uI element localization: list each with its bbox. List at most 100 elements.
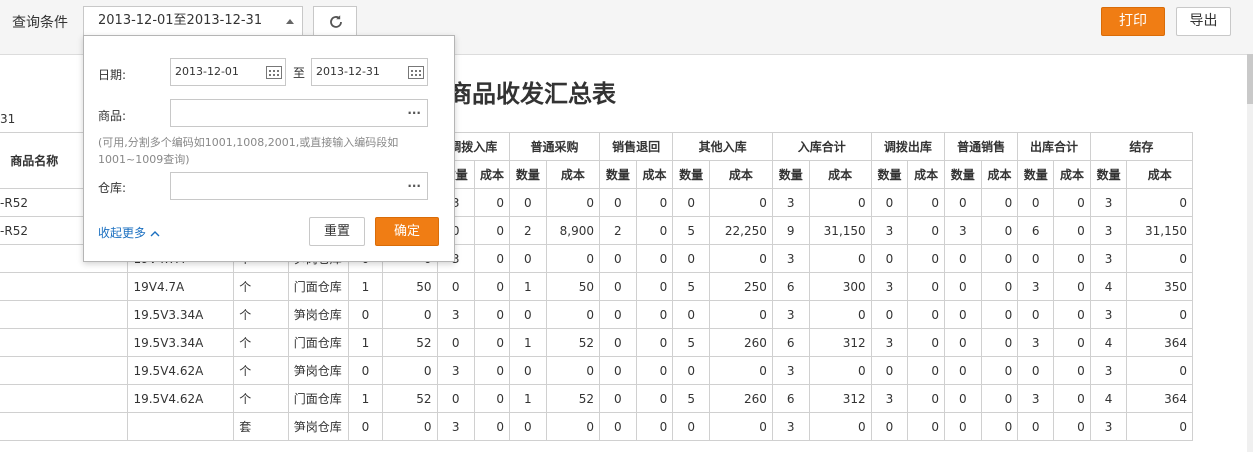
cell-product-name: 适配器 xyxy=(0,272,129,301)
cell-cost: 0 xyxy=(1126,300,1193,329)
header-cost: 成本 xyxy=(1053,160,1091,189)
print-button[interactable]: 打印 xyxy=(1101,7,1165,36)
cell-cost: 0 xyxy=(473,300,511,329)
cell-qty: 0 xyxy=(672,188,710,217)
cell-qty: 0 xyxy=(436,328,475,357)
cell-qty: 3 xyxy=(436,300,475,329)
cell-warehouse: 笋岗仓库 xyxy=(287,412,349,441)
cell-qty: 0 xyxy=(347,356,384,385)
more-options-icon[interactable]: ··· xyxy=(407,179,421,193)
cell-qty: 4 xyxy=(1089,384,1128,413)
cell-cost: 0 xyxy=(907,412,945,441)
cell-qty: 0 xyxy=(436,272,475,301)
cell-qty: 0 xyxy=(509,356,547,385)
cell-cost: 0 xyxy=(1126,188,1193,217)
vertical-scrollbar[interactable] xyxy=(1247,54,1253,452)
reset-button[interactable]: 重置 xyxy=(309,217,365,246)
cell-qty: 0 xyxy=(943,300,982,329)
cell-warehouse: 门面仓库 xyxy=(287,384,349,413)
header-cost: 成本 xyxy=(980,160,1019,189)
cell-cost: 0 xyxy=(1053,328,1091,357)
cell-qty: 0 xyxy=(599,412,637,441)
more-options-icon[interactable]: ··· xyxy=(407,106,421,120)
header-group: 普通销售 xyxy=(943,132,1019,161)
cell-cost: 0 xyxy=(980,188,1019,217)
product-input[interactable]: ··· xyxy=(170,99,428,127)
header-qty: 数量 xyxy=(509,160,547,189)
warehouse-label: 仓库: xyxy=(98,181,127,195)
cell-cost: 0 xyxy=(473,412,511,441)
cell-qty: 0 xyxy=(599,356,637,385)
table-row: 装套笋岗仓库00300000003000000030 xyxy=(0,412,1193,441)
cell-unit: 个 xyxy=(233,272,289,301)
report-title: 商品收发汇总表 xyxy=(448,79,616,108)
cell-qty: 3 xyxy=(1089,356,1128,385)
cell-qty: 0 xyxy=(599,300,637,329)
cell-qty: 0 xyxy=(1017,188,1055,217)
cell-cost: 0 xyxy=(473,272,511,301)
cell-cost: 0 xyxy=(808,356,872,385)
cell-qty: 0 xyxy=(672,412,710,441)
cell-qty: 3 xyxy=(1017,384,1055,413)
cell-cost: 350 xyxy=(1126,272,1193,301)
cell-spec: 19V4.7A xyxy=(127,272,235,301)
cell-cost: 364 xyxy=(1126,328,1193,357)
cell-qty: 1 xyxy=(509,272,547,301)
header-cost: 成本 xyxy=(708,160,773,189)
calendar-icon[interactable] xyxy=(408,65,424,79)
cell-qty: 3 xyxy=(771,188,810,217)
cell-qty: 3 xyxy=(1089,412,1128,441)
cell-cost: 0 xyxy=(980,356,1019,385)
cell-cost: 0 xyxy=(907,188,945,217)
cell-cost: 0 xyxy=(708,412,773,441)
cell-cost: 0 xyxy=(1053,216,1091,245)
cell-qty: 0 xyxy=(509,244,547,273)
export-button[interactable]: 导出 xyxy=(1176,7,1231,36)
cell-product-name: 适配器 xyxy=(0,328,129,357)
cell-cost: 0 xyxy=(1053,384,1091,413)
cell-spec: 19.5V4.62A xyxy=(127,384,235,413)
cell-qty: 3 xyxy=(870,328,909,357)
warehouse-input[interactable]: ··· xyxy=(170,172,428,200)
header-cost: 成本 xyxy=(545,160,601,189)
cell-qty: 3 xyxy=(870,216,909,245)
header-qty: 数量 xyxy=(672,160,710,189)
cell-cost: 0 xyxy=(980,216,1019,245)
cell-qty: 0 xyxy=(943,412,982,441)
date-range-dropdown[interactable]: 2013-12-01至2013-12-31 xyxy=(83,6,303,36)
calendar-icon[interactable] xyxy=(266,65,282,79)
confirm-button[interactable]: 确定 xyxy=(375,217,439,246)
cell-unit: 个 xyxy=(233,300,289,329)
date-from-input[interactable]: 2013-12-01 xyxy=(170,58,286,86)
header-group: 销售退回 xyxy=(598,132,674,161)
collapse-more-link[interactable]: 收起更多 xyxy=(98,224,160,241)
cell-qty: 0 xyxy=(1017,412,1055,441)
cell-qty: 0 xyxy=(870,412,909,441)
cell-cost: 260 xyxy=(708,384,773,413)
cell-qty: 3 xyxy=(771,356,810,385)
cell-cost: 0 xyxy=(1053,244,1091,273)
cell-cost: 0 xyxy=(382,412,438,441)
refresh-button[interactable] xyxy=(313,6,357,36)
cell-cost: 0 xyxy=(708,244,773,273)
cell-cost: 0 xyxy=(980,300,1019,329)
header-cost: 成本 xyxy=(907,160,945,189)
cell-qty: 0 xyxy=(1017,300,1055,329)
header-group: 出库合计 xyxy=(1017,132,1091,161)
cell-cost: 0 xyxy=(708,188,773,217)
cell-qty: 3 xyxy=(436,412,475,441)
header-qty: 数量 xyxy=(943,160,982,189)
cell-cost: 0 xyxy=(907,328,945,357)
query-condition-label: 查询条件 xyxy=(12,15,68,31)
cell-cost: 364 xyxy=(1126,384,1193,413)
date-to-input[interactable]: 2013-12-31 xyxy=(311,58,428,86)
cell-cost: 52 xyxy=(382,384,438,413)
header-cost: 成本 xyxy=(635,160,674,189)
cell-qty: 0 xyxy=(943,272,982,301)
cell-product-name: 装 xyxy=(0,412,129,441)
cell-qty: 0 xyxy=(1017,356,1055,385)
cell-qty: 0 xyxy=(870,188,909,217)
cell-cost: 0 xyxy=(808,412,872,441)
scrollbar-thumb[interactable] xyxy=(1247,54,1253,104)
